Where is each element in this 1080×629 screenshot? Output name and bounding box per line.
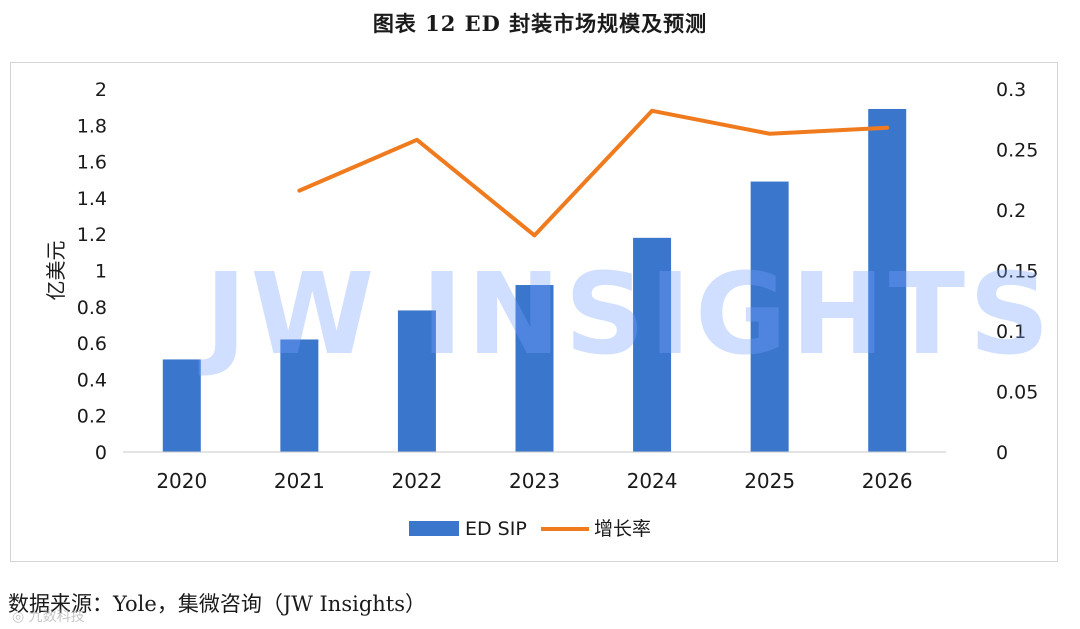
legend-swatch-bar bbox=[409, 521, 459, 536]
x-tick-label: 2026 bbox=[862, 469, 913, 493]
bar-2023 bbox=[515, 285, 554, 452]
bar-2020 bbox=[162, 359, 201, 452]
y-axis-label: 亿美元 bbox=[44, 241, 68, 301]
x-tick-label: 2020 bbox=[156, 469, 207, 493]
y-tick-label: 1.6 bbox=[77, 152, 107, 174]
y-tick-label: 1.8 bbox=[77, 115, 107, 137]
source-note: 数据来源：Yole，集微咨询（JW Insights） bbox=[8, 592, 426, 616]
y-axis-left: 0 0.2 0.4 0.6 0.8 1 1.2 1.4 1.6 1.8 2 bbox=[77, 79, 107, 464]
y2-tick-label: 0.15 bbox=[996, 261, 1038, 283]
bar-2026 bbox=[868, 108, 907, 452]
x-axis: 2020 2021 2022 2023 2024 2025 2026 bbox=[156, 469, 912, 493]
growth-line bbox=[297, 108, 890, 238]
y-tick-label: 1.4 bbox=[77, 188, 107, 210]
y-tick-label: 1.2 bbox=[77, 224, 107, 246]
y-tick-label: 0 bbox=[95, 442, 107, 464]
y2-tick-label: 0 bbox=[996, 442, 1008, 464]
y2-tick-label: 0.25 bbox=[996, 140, 1038, 162]
legend-label-bar: ED SIP bbox=[465, 518, 527, 540]
bar-2022 bbox=[397, 310, 436, 452]
bar-2025 bbox=[750, 181, 789, 452]
bar-2021 bbox=[280, 339, 319, 452]
y2-tick-label: 0.1 bbox=[996, 321, 1026, 343]
figure-title: 图表 12 ED 封装市场规模及预测 bbox=[372, 11, 708, 36]
x-tick-label: 2022 bbox=[391, 469, 442, 493]
y-tick-label: 1 bbox=[95, 261, 107, 283]
chart-frame: 0 0.2 0.4 0.6 0.8 1 1.2 1.4 1.6 1.8 2 0 0.05 0.1 0.15… bbox=[10, 62, 1058, 562]
x-tick-label: 2023 bbox=[509, 469, 560, 493]
y2-tick-label: 0.2 bbox=[996, 200, 1026, 222]
x-tick-label: 2021 bbox=[274, 469, 325, 493]
bar-series bbox=[162, 108, 907, 452]
y-tick-label: 0.2 bbox=[77, 406, 107, 428]
legend: ED SIP 增长率 bbox=[409, 518, 651, 540]
y-tick-label: 0.8 bbox=[77, 297, 107, 319]
y-tick-label: 0.4 bbox=[77, 369, 107, 391]
corner-watermark: ◎ 九数科技 bbox=[12, 609, 85, 625]
y2-tick-label: 0.05 bbox=[996, 382, 1038, 404]
y-tick-label: 0.6 bbox=[77, 333, 107, 355]
bar-2024 bbox=[633, 237, 672, 452]
y2-tick-label: 0.3 bbox=[996, 79, 1026, 101]
x-tick-label: 2025 bbox=[744, 469, 795, 493]
x-tick-label: 2024 bbox=[627, 469, 678, 493]
y-axis-right: 0 0.05 0.1 0.15 0.2 0.25 0.3 bbox=[996, 79, 1038, 464]
combo-chart: 0 0.2 0.4 0.6 0.8 1 1.2 1.4 1.6 1.8 2 0 0.05 0.1 0.15… bbox=[44, 79, 1038, 540]
legend-label-line: 增长率 bbox=[594, 518, 651, 540]
y-tick-label: 2 bbox=[95, 79, 107, 101]
